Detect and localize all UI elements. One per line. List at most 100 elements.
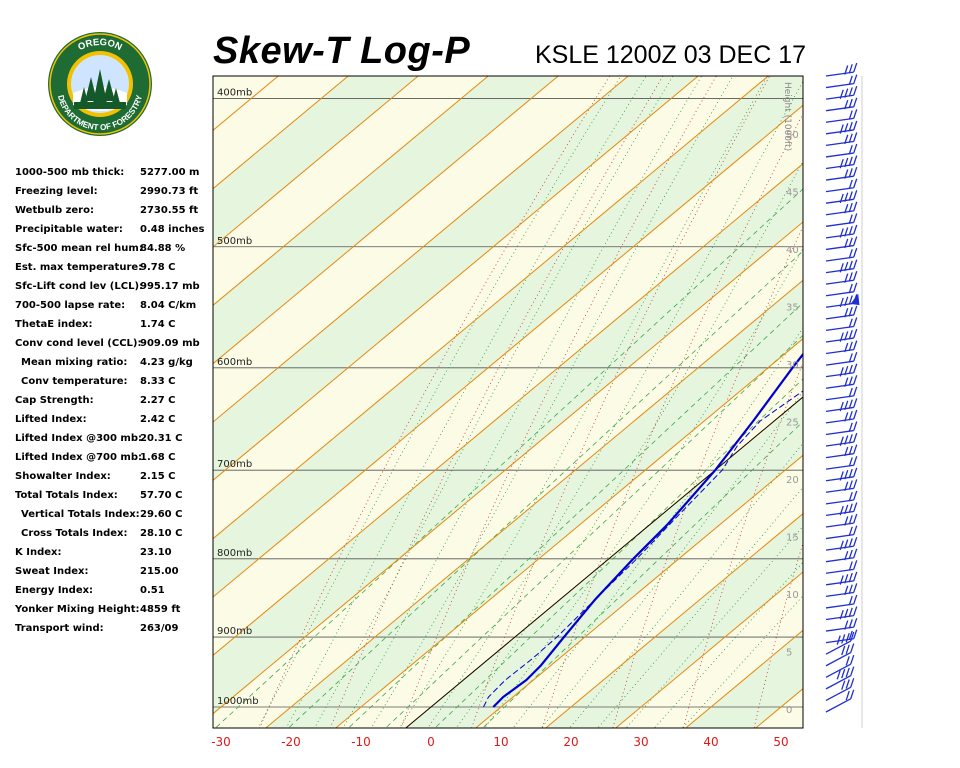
index-label: Energy Index: <box>15 585 94 596</box>
wind-barb-shaft <box>825 698 852 713</box>
index-row: Freezing level: 2990.73 ft <box>15 186 210 205</box>
wind-barb <box>825 201 858 216</box>
wind-barb-feather <box>853 317 858 327</box>
wind-barb-feather <box>853 294 858 304</box>
wind-barb-feather <box>839 89 844 100</box>
index-label: Lifted Index @700 mb: <box>15 452 142 463</box>
wind-barb <box>825 305 858 320</box>
wind-barb-feather <box>853 398 858 408</box>
wind-barb-feather <box>848 202 853 213</box>
isobar-label: 1000mb <box>217 696 259 707</box>
index-value: 2990.73 ft <box>140 186 199 197</box>
wind-barb-feather <box>845 679 850 689</box>
wind-barb-shaft <box>825 117 854 123</box>
wind-barb-feather <box>839 193 844 204</box>
wind-barb <box>825 444 858 459</box>
wind-barb-feather <box>848 491 853 502</box>
wind-barb-feather <box>848 260 853 271</box>
mixing-ratio-line <box>385 334 803 728</box>
x-tick-label: 10 <box>493 735 508 749</box>
wind-barb-feather <box>853 213 858 223</box>
dry-adiabat <box>471 76 771 728</box>
wind-barb-feather <box>853 560 858 570</box>
index-row: K Index: 23.10 <box>15 547 210 566</box>
wind-barb-feather <box>845 690 850 701</box>
index-value: 909.09 mb <box>140 338 200 349</box>
wind-barb-shaft <box>825 163 854 170</box>
mixing-ratio-line <box>287 250 803 728</box>
wind-barb-feather <box>853 537 858 547</box>
index-label: Est. max temperature: <box>15 262 143 273</box>
wind-barb-shaft <box>825 557 854 563</box>
wind-barb-feather <box>853 155 858 165</box>
index-row: Lifted Index @700 mb: 1.68 C <box>15 452 210 471</box>
wind-barb-feather <box>853 606 858 616</box>
wind-barb-feather <box>844 446 849 457</box>
index-value: 8.04 C/km <box>140 300 197 311</box>
wind-barb-feather <box>844 192 849 202</box>
index-row: Showalter Index: 2.15 C <box>15 471 210 490</box>
wind-barb <box>825 432 858 447</box>
wind-barb <box>825 224 858 239</box>
wind-barb-feather <box>848 376 853 386</box>
wind-barb-feather <box>844 550 849 561</box>
moist-adiabat <box>681 595 803 728</box>
wind-barb <box>825 375 858 389</box>
isobar-label: 800mb <box>217 548 252 559</box>
wind-barb-feather <box>853 259 858 269</box>
wind-barb-shaft <box>825 372 854 378</box>
wind-barb-feather <box>848 457 853 467</box>
wind-barb-feather <box>853 86 858 96</box>
wind-barb-feather <box>850 643 855 653</box>
index-value: 28.10 C <box>140 528 183 539</box>
wind-barb-feather <box>848 237 853 247</box>
mixing-ratio-line <box>482 421 803 728</box>
wind-barb-shaft <box>825 487 854 493</box>
wind-barb <box>825 643 855 667</box>
index-row: Sfc-500 mean rel hum: 84.88 % <box>15 243 210 262</box>
wind-barb <box>825 132 858 147</box>
index-value: 8.33 C <box>140 376 176 387</box>
wind-barb-shaft <box>825 545 854 551</box>
wind-barb-feather <box>841 634 846 644</box>
wind-barb <box>825 560 858 574</box>
index-value: 0.51 <box>140 585 165 596</box>
wind-barb-shaft <box>825 453 854 459</box>
dry-adiabat <box>329 76 664 728</box>
wind-barb-feather <box>844 435 849 445</box>
index-row: Energy Index: 0.51 <box>15 585 210 604</box>
dry-adiabat <box>259 76 611 728</box>
wind-barb-feather <box>848 445 853 456</box>
index-value: 2730.55 ft <box>140 205 199 216</box>
wind-barb <box>825 328 858 343</box>
temperature-band <box>265 280 803 728</box>
wind-barb-feather <box>848 411 853 421</box>
wind-barb <box>825 340 858 355</box>
x-tick-label: 20 <box>563 735 578 749</box>
wind-barb-feather <box>845 633 850 643</box>
wind-barb-feather <box>853 340 858 350</box>
wind-barb-feather <box>844 169 849 179</box>
moist-adiabat <box>427 80 803 728</box>
wind-barb-shaft <box>825 291 854 297</box>
height-tick-label: 30 <box>786 360 799 371</box>
wind-barb-feather <box>848 399 853 409</box>
wind-barb <box>825 282 858 297</box>
wind-barb-shaft <box>825 94 854 100</box>
dry-adiabat <box>683 361 803 728</box>
wind-barb-feather <box>839 471 844 481</box>
wind-barb-feather <box>853 201 858 212</box>
wind-barb-feather <box>853 479 858 489</box>
x-tick-label: 50 <box>773 735 788 749</box>
wind-barb <box>825 166 858 181</box>
x-tick-label: -30 <box>211 735 231 749</box>
moist-adiabat <box>597 486 803 728</box>
wind-barb-feather <box>853 629 858 639</box>
wind-barb-shaft <box>825 441 854 447</box>
moist-adiabat <box>512 326 803 728</box>
wind-barb-feather <box>844 342 849 353</box>
temperature-band <box>405 396 803 728</box>
wind-barb-shaft <box>825 534 854 540</box>
zero-isotherm <box>405 396 803 728</box>
index-label: Lifted Index: <box>15 414 87 425</box>
